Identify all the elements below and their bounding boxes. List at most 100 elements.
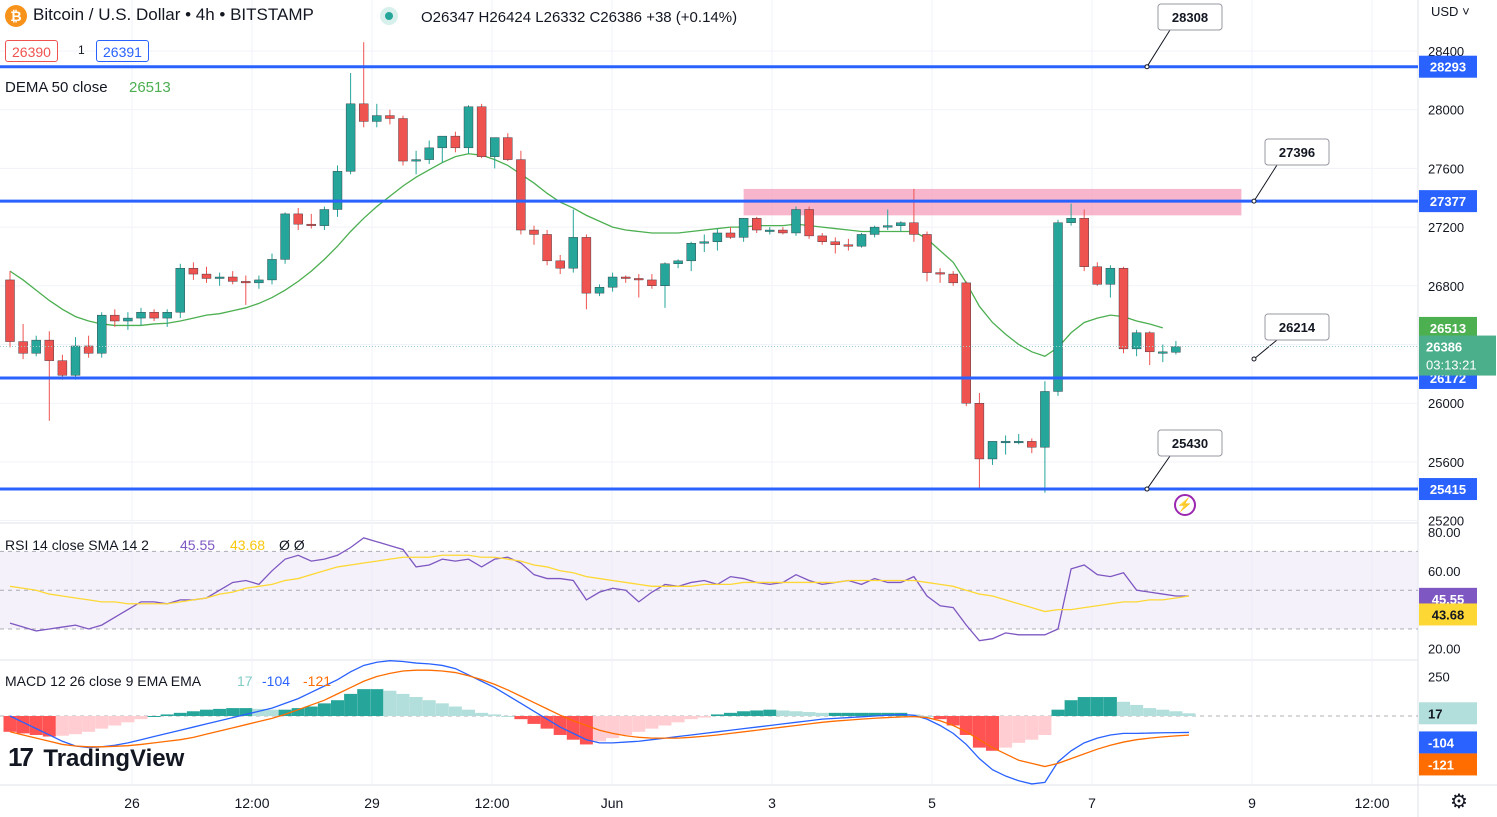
macd-histogram-bar — [750, 710, 764, 716]
spread-value: 1 — [78, 43, 85, 57]
dema-legend-label[interactable]: DEMA 50 close — [5, 79, 108, 96]
macd-value-tag — [1419, 731, 1477, 754]
macd-histogram-bar — [671, 716, 685, 723]
candle-down — [188, 267, 199, 275]
macd-histogram-bar — [1117, 701, 1130, 716]
macd-histogram-bar — [697, 716, 711, 718]
macd-histogram-bar — [815, 712, 829, 716]
candle-down — [529, 229, 539, 235]
tradingview-logo[interactable]: 17 TradingView — [8, 742, 184, 773]
price-callout-label: 26214 — [1279, 320, 1316, 335]
macd-histogram-bar — [252, 708, 266, 716]
market-status-icon[interactable] — [380, 7, 398, 25]
rsi-sma-line — [9, 554, 1190, 613]
macd-histogram-bar — [710, 714, 724, 716]
settings-gear-icon[interactable]: ⚙ — [1450, 791, 1468, 813]
candle-down — [1092, 266, 1103, 285]
macd-histogram-bar — [488, 714, 502, 716]
macd-histogram-bar — [304, 706, 318, 716]
tradingview-wordmark: TradingView — [43, 745, 185, 772]
flash-icon[interactable]: ⚡ — [1174, 494, 1196, 516]
candle-up — [738, 218, 749, 238]
macd-histogram-bar — [553, 716, 567, 735]
time-tick-label: 3 — [768, 795, 776, 811]
price-callout — [1264, 313, 1330, 341]
candle-down — [778, 229, 788, 234]
candle-up — [96, 314, 107, 354]
signal-value-tag — [1419, 753, 1477, 776]
macd-histogram-bar — [1103, 697, 1117, 716]
macd-histogram-bar — [658, 716, 672, 726]
symbol-title[interactable]: Bitcoin / U.S. Dollar • 4h • BITSTAMP — [33, 5, 314, 24]
macd-histogram-bar — [579, 716, 593, 745]
macd-histogram-bar — [645, 716, 659, 729]
rsi-value-tag-label: 45.55 — [1432, 592, 1465, 607]
candle-down — [634, 278, 644, 281]
callout-pointer — [1253, 339, 1278, 360]
candle-up — [869, 226, 880, 235]
candle-up — [1171, 346, 1181, 353]
candle-down — [149, 312, 159, 319]
candle-up — [424, 147, 434, 160]
macd-legend-value: -104 — [262, 673, 291, 689]
candle-up — [123, 317, 133, 322]
macd-histogram-bar — [186, 711, 200, 716]
candle-up — [280, 213, 290, 260]
candle-up — [883, 225, 893, 228]
rsi-sma-value-tag — [1419, 603, 1477, 626]
price-tick-label: 28000 — [1428, 103, 1464, 118]
rsi-tick-label: 60.00 — [1428, 564, 1461, 579]
macd-histogram-bar — [776, 710, 790, 716]
candle-up — [660, 263, 670, 287]
candle-up — [267, 259, 277, 281]
macd-histogram-bar — [999, 716, 1013, 748]
candle-up — [594, 287, 605, 294]
time-tick-label: 12:00 — [234, 795, 269, 811]
signal-legend-value: -121 — [303, 673, 332, 689]
sell-button[interactable]: 26390 — [5, 40, 58, 62]
macd-histogram-bar — [331, 700, 344, 716]
macd-histogram-bar — [357, 689, 371, 716]
candle-down — [752, 218, 762, 231]
macd-histogram-bar — [200, 709, 213, 716]
price-tick-label: 25200 — [1428, 514, 1464, 529]
macd-histogram-bar — [291, 708, 305, 716]
macd-histogram-bar — [383, 690, 397, 716]
candle-down — [110, 314, 120, 322]
macd-histogram-bar — [1090, 697, 1104, 716]
candle-down — [1118, 267, 1129, 350]
callout-anchor — [1251, 198, 1257, 204]
candle-down — [974, 403, 985, 460]
macd-histogram-bar — [527, 716, 541, 724]
macd-histogram-bar — [82, 716, 96, 732]
candle-down — [542, 234, 552, 262]
callout-anchor — [1144, 64, 1150, 70]
candle-down — [359, 103, 369, 122]
bar-countdown-label: 03:13:21 — [1426, 358, 1477, 373]
macd-histogram-bar — [855, 712, 868, 716]
candle-down — [227, 276, 238, 282]
candle-up — [162, 312, 172, 319]
candle-down — [621, 276, 631, 279]
macd-legend-label[interactable]: MACD 12 26 close 9 EMA EMA — [5, 673, 202, 689]
macd-histogram-bar — [42, 716, 56, 737]
ohlc-readout: O26347 H26424 L26332 C26386 +38 (+0.14%) — [421, 9, 738, 26]
rsi-legend-value: 45.55 — [180, 537, 216, 553]
macd-histogram-bar — [1169, 711, 1183, 716]
candle-up — [175, 267, 186, 313]
candle-up — [686, 243, 696, 262]
price-callout — [1157, 429, 1223, 457]
macd-histogram-bar — [841, 712, 855, 716]
currency-selector[interactable]: USD ˅ — [1431, 4, 1470, 19]
candle-down — [555, 260, 565, 269]
macd-histogram-bar — [344, 693, 358, 716]
macd-histogram-bar — [632, 716, 646, 732]
buy-button[interactable]: 26391 — [96, 40, 149, 62]
macd-histogram-bar — [828, 712, 842, 716]
rsi-legend-label[interactable]: RSI 14 close SMA 14 2 — [5, 537, 149, 553]
macd-histogram-bar — [134, 716, 148, 720]
candle-up — [136, 312, 146, 319]
